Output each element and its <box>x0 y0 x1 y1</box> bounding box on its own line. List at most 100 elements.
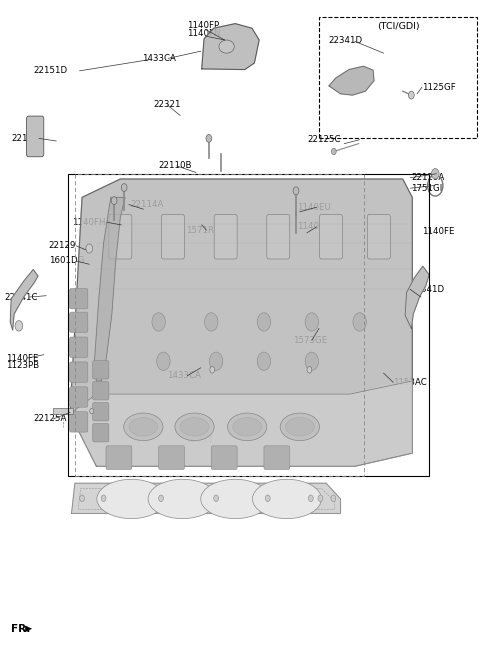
FancyBboxPatch shape <box>264 446 290 470</box>
Text: 1140FE: 1140FE <box>6 353 39 363</box>
Polygon shape <box>94 197 125 381</box>
Text: 1140FN: 1140FN <box>187 29 221 38</box>
Ellipse shape <box>280 413 320 441</box>
FancyBboxPatch shape <box>70 337 88 357</box>
Ellipse shape <box>228 413 267 441</box>
Polygon shape <box>70 381 412 466</box>
FancyBboxPatch shape <box>70 288 88 309</box>
Ellipse shape <box>148 480 217 518</box>
Text: 1140EU: 1140EU <box>298 203 331 212</box>
Ellipse shape <box>252 480 322 518</box>
Text: 22125A: 22125A <box>33 415 67 424</box>
Circle shape <box>257 352 271 371</box>
FancyBboxPatch shape <box>93 424 109 442</box>
Text: 22341C: 22341C <box>4 292 38 302</box>
Circle shape <box>157 352 170 371</box>
Bar <box>319 17 477 139</box>
Text: 1140FH: 1140FH <box>72 217 105 227</box>
Ellipse shape <box>124 413 163 441</box>
Text: 1433CA: 1433CA <box>167 371 201 380</box>
Ellipse shape <box>201 480 270 518</box>
Circle shape <box>353 313 366 331</box>
FancyBboxPatch shape <box>267 214 290 259</box>
Text: 1571RC: 1571RC <box>186 225 220 235</box>
Text: 22151D: 22151D <box>33 66 67 76</box>
Circle shape <box>257 313 271 331</box>
Polygon shape <box>405 266 429 328</box>
Ellipse shape <box>286 418 314 436</box>
FancyBboxPatch shape <box>214 214 237 259</box>
FancyBboxPatch shape <box>161 214 184 259</box>
Text: 1153AC: 1153AC <box>393 378 427 387</box>
Text: 1140FP: 1140FP <box>187 21 219 30</box>
Polygon shape <box>202 24 259 70</box>
Circle shape <box>204 313 218 331</box>
Circle shape <box>152 313 165 331</box>
Text: FR.: FR. <box>11 623 31 634</box>
Text: 1601DG: 1601DG <box>48 256 84 265</box>
Circle shape <box>309 495 313 501</box>
Text: 22341D: 22341D <box>410 284 444 294</box>
Polygon shape <box>72 484 340 513</box>
Text: 22114A: 22114A <box>130 200 163 209</box>
FancyBboxPatch shape <box>93 382 109 400</box>
FancyBboxPatch shape <box>367 214 390 259</box>
Text: 1433CA: 1433CA <box>142 54 176 63</box>
Circle shape <box>432 169 439 179</box>
Circle shape <box>214 495 218 501</box>
Circle shape <box>206 135 212 143</box>
Circle shape <box>101 495 106 501</box>
FancyBboxPatch shape <box>70 412 88 432</box>
FancyBboxPatch shape <box>109 214 132 259</box>
Circle shape <box>210 367 215 373</box>
Polygon shape <box>70 179 412 466</box>
Text: 1751GI: 1751GI <box>411 184 443 193</box>
FancyBboxPatch shape <box>320 214 342 259</box>
Text: 22129: 22129 <box>48 241 76 250</box>
Polygon shape <box>10 269 38 330</box>
Ellipse shape <box>233 418 262 436</box>
Circle shape <box>86 244 93 253</box>
Bar <box>68 174 429 476</box>
FancyBboxPatch shape <box>70 362 88 382</box>
Circle shape <box>331 495 336 501</box>
FancyBboxPatch shape <box>106 446 132 470</box>
FancyBboxPatch shape <box>211 446 237 470</box>
Circle shape <box>15 321 23 331</box>
FancyBboxPatch shape <box>93 403 109 421</box>
Circle shape <box>293 187 299 194</box>
FancyBboxPatch shape <box>70 387 88 407</box>
Text: (TCI/GDI): (TCI/GDI) <box>377 22 419 31</box>
Circle shape <box>307 367 312 373</box>
Ellipse shape <box>129 418 157 436</box>
Bar <box>53 408 73 415</box>
Text: 1140FX: 1140FX <box>298 222 330 231</box>
Circle shape <box>305 352 319 371</box>
Text: 1140FE: 1140FE <box>422 227 455 236</box>
Circle shape <box>318 495 323 501</box>
Bar <box>75 174 364 476</box>
FancyBboxPatch shape <box>70 312 88 332</box>
Circle shape <box>90 409 94 414</box>
FancyBboxPatch shape <box>26 116 44 157</box>
Text: 22341D: 22341D <box>328 35 363 45</box>
Ellipse shape <box>219 40 234 53</box>
Circle shape <box>111 196 117 204</box>
Text: 1125GF: 1125GF <box>422 83 456 92</box>
Text: 22135: 22135 <box>11 134 39 143</box>
Text: 22129A: 22129A <box>411 173 444 182</box>
Ellipse shape <box>97 480 166 518</box>
Circle shape <box>305 313 319 331</box>
FancyBboxPatch shape <box>93 361 109 379</box>
Circle shape <box>80 495 84 501</box>
Text: 1123PB: 1123PB <box>6 361 39 371</box>
Polygon shape <box>329 66 374 95</box>
Circle shape <box>265 495 270 501</box>
Text: 22321: 22321 <box>154 101 181 110</box>
Text: 1573GE: 1573GE <box>293 336 327 345</box>
Circle shape <box>209 352 223 371</box>
Text: 22311: 22311 <box>186 436 214 444</box>
Circle shape <box>158 495 163 501</box>
FancyBboxPatch shape <box>158 446 184 470</box>
Circle shape <box>408 91 414 99</box>
